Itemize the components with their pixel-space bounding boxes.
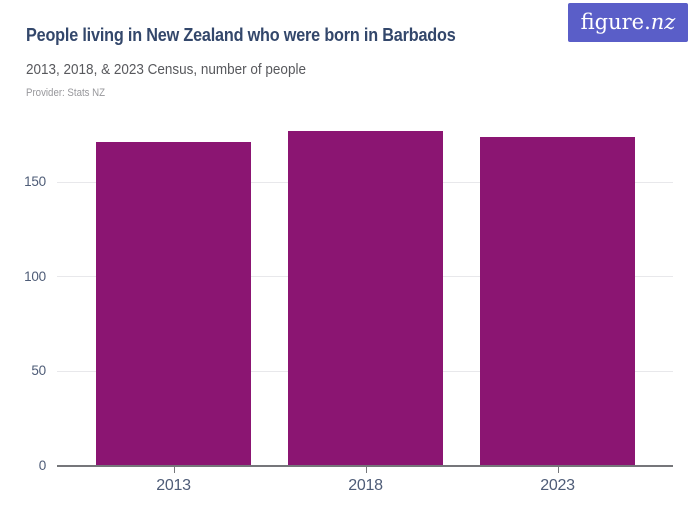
chart-title: People living in New Zealand who were bo… (26, 25, 456, 45)
x-axis-tick-2018 (365, 467, 367, 473)
x-axis-label-2013: 2013 (156, 477, 191, 494)
y-axis-tick-label-50: 50 (31, 363, 46, 379)
y-axis-tick-label-150: 150 (24, 174, 46, 189)
bar-2013[interactable] (96, 142, 251, 466)
x-axis-label-2018: 2018 (348, 477, 383, 494)
bar-2023[interactable] (480, 136, 635, 466)
figure-nz-logo-text: figure.nz (581, 12, 676, 33)
x-axis-tick-2023 (557, 467, 559, 473)
x-axis-label-2023: 2023 (540, 477, 575, 494)
bar-2018[interactable] (288, 130, 443, 466)
logo-text-italic: nz (650, 10, 676, 34)
provider-label: Provider: Stats NZ (26, 87, 106, 99)
figure-nz-logo[interactable]: figure.nz (568, 3, 688, 42)
y-axis-tick-label-100: 100 (24, 268, 46, 284)
x-axis-line (57, 465, 673, 467)
x-axis-tick-2013 (173, 467, 175, 473)
chart-subtitle: 2013, 2018, & 2023 Census, number of peo… (26, 61, 306, 78)
y-axis-tick-label-0: 0 (38, 458, 47, 473)
logo-text-regular: figure. (580, 10, 651, 34)
